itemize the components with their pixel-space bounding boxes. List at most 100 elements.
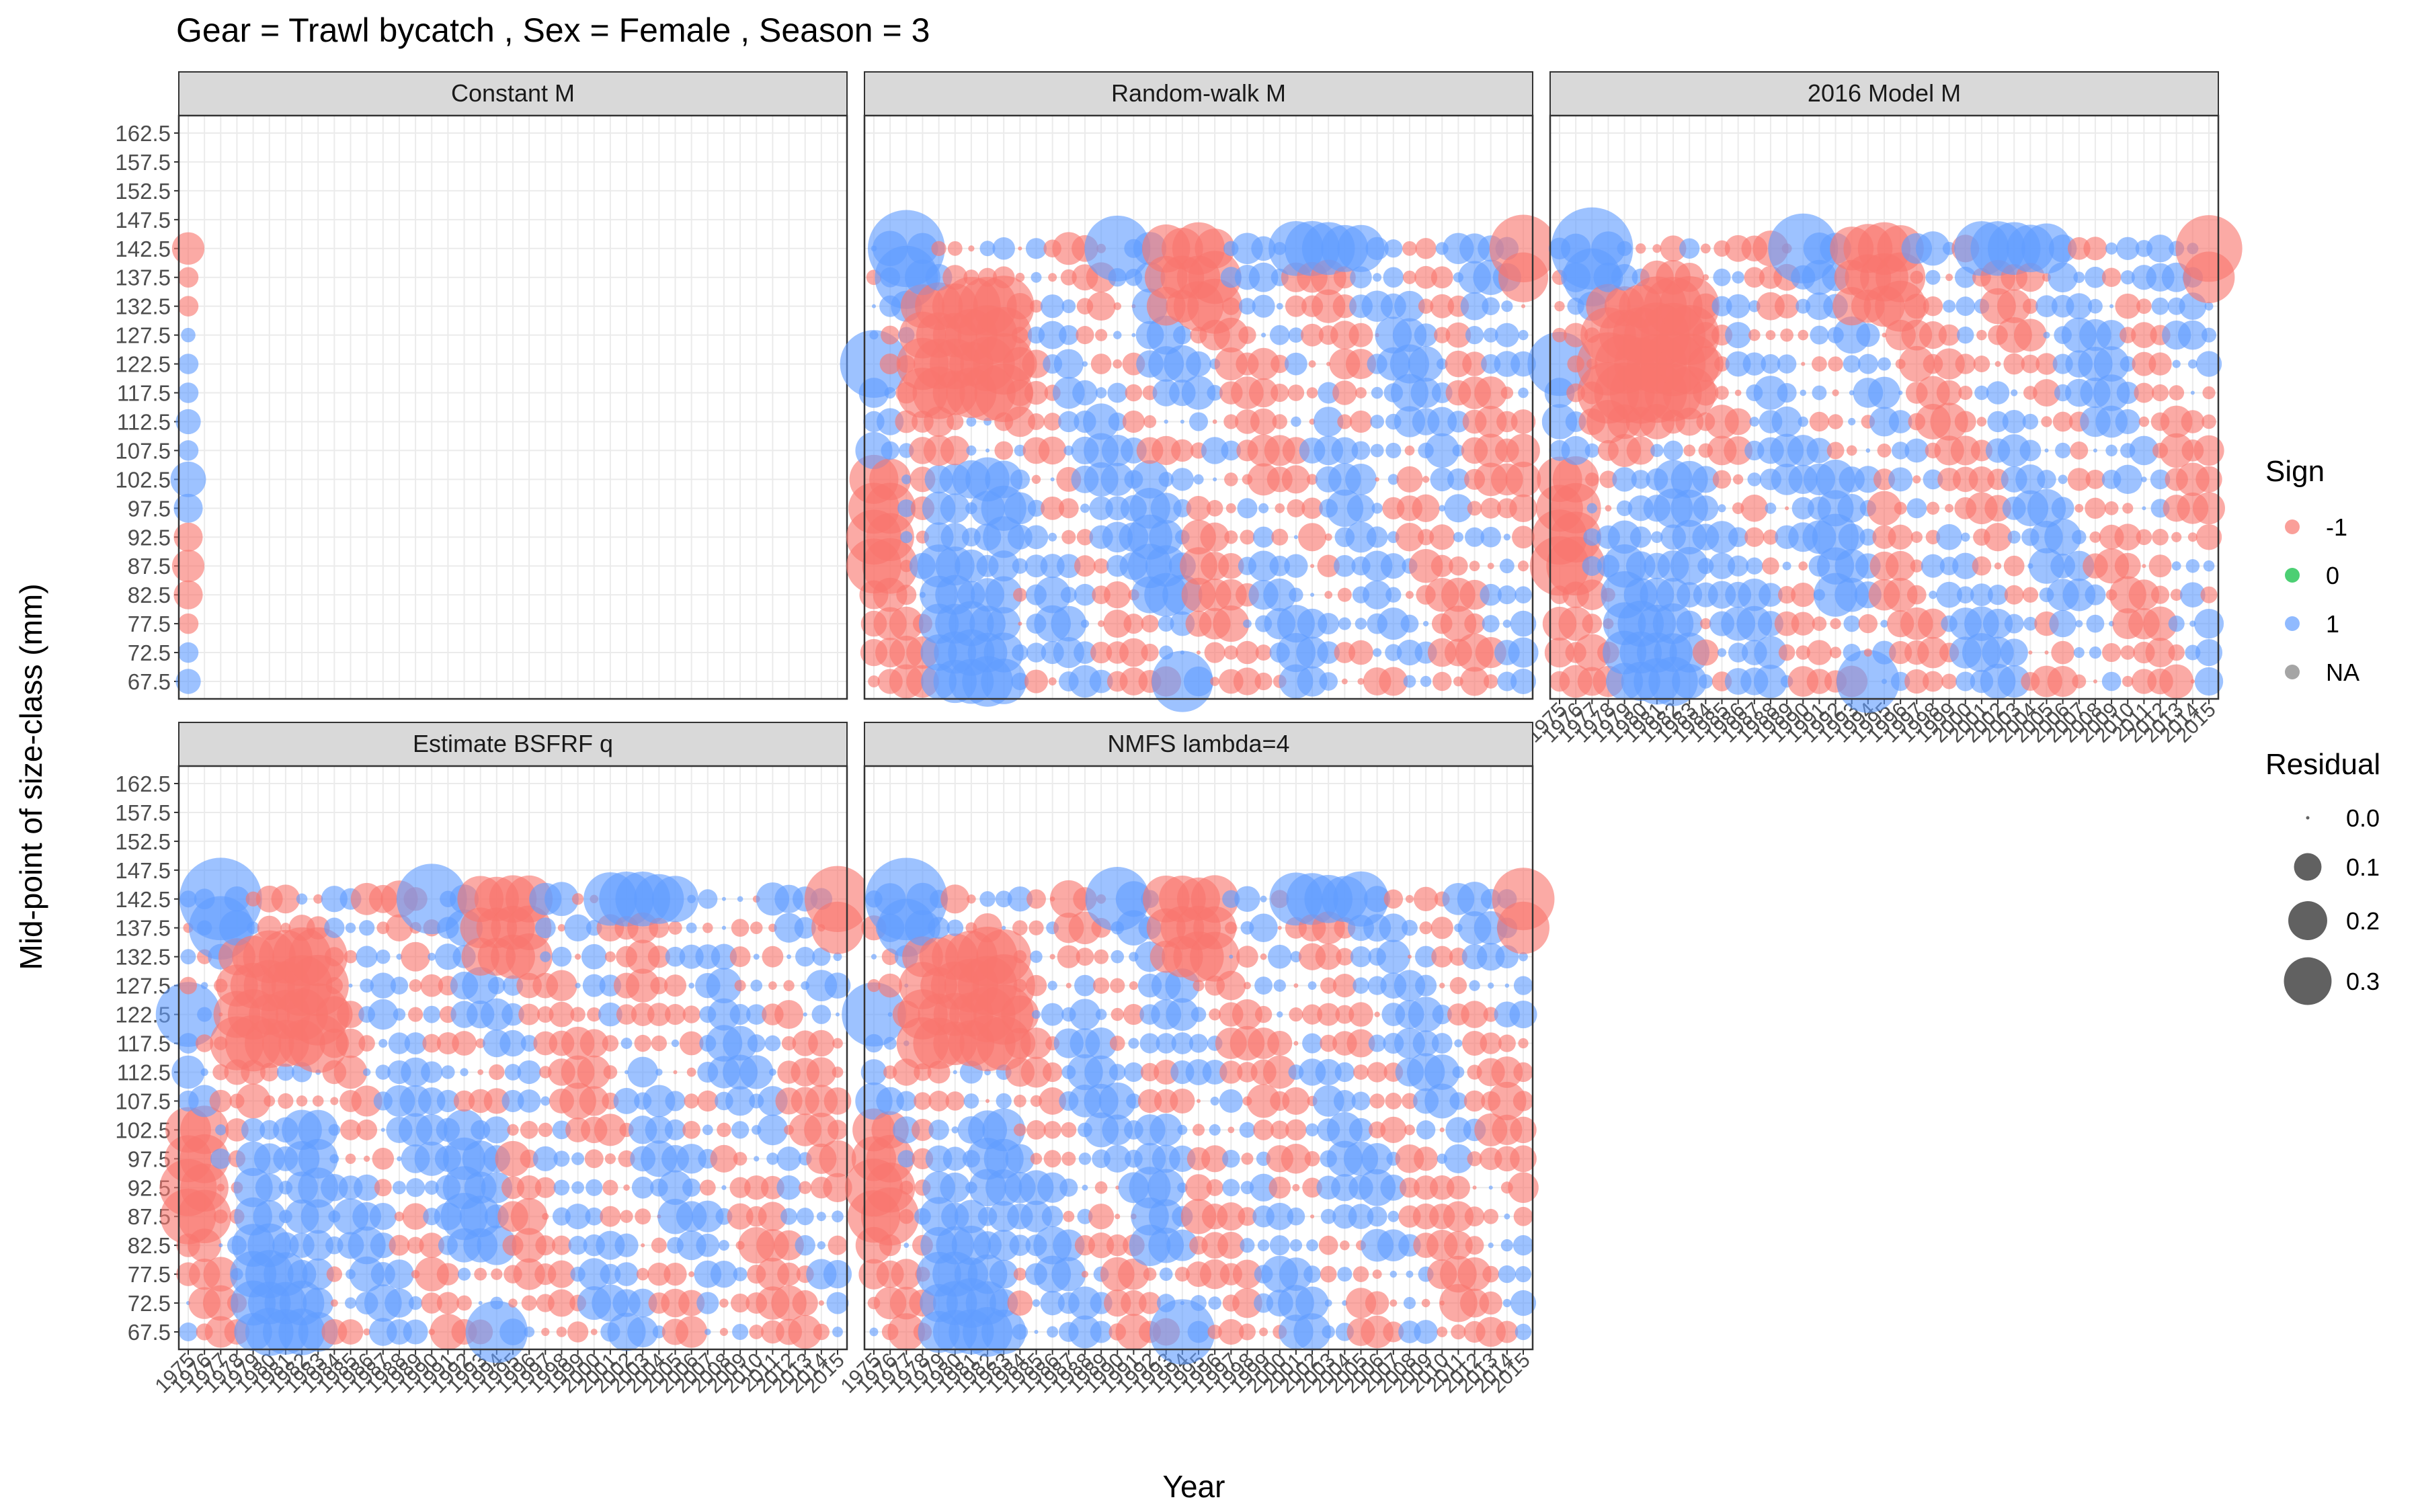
residual-point bbox=[1253, 1120, 1274, 1140]
residual-point bbox=[1519, 952, 1528, 962]
residual-point bbox=[833, 952, 842, 962]
residual-point bbox=[1650, 444, 1664, 458]
residual-point bbox=[2148, 554, 2172, 578]
residual-point bbox=[1452, 1066, 1465, 1079]
residual-point bbox=[436, 1089, 460, 1113]
residual-point bbox=[1293, 1313, 1331, 1351]
legend-residual-label: 0.2 bbox=[2346, 907, 2380, 935]
residual-point bbox=[474, 1267, 487, 1281]
residual-point bbox=[626, 968, 660, 1003]
residual-point bbox=[1936, 523, 1962, 550]
residual-point bbox=[380, 1128, 385, 1132]
residual-point bbox=[2141, 476, 2147, 482]
residual-point bbox=[177, 267, 199, 288]
residual-point bbox=[688, 982, 694, 989]
residual-point bbox=[2120, 270, 2135, 285]
residual-point bbox=[643, 1085, 676, 1118]
residual-point bbox=[1269, 555, 1291, 577]
residual-point bbox=[1923, 296, 1943, 317]
residual-point bbox=[1414, 1320, 1438, 1344]
residual-point bbox=[914, 1092, 932, 1110]
residual-point bbox=[1503, 534, 1510, 541]
residual-point bbox=[1113, 302, 1122, 310]
residual-point bbox=[1898, 345, 1935, 382]
residual-point bbox=[931, 241, 946, 256]
residual-point bbox=[1584, 443, 1599, 458]
residual-point bbox=[1826, 442, 1845, 460]
residual-point bbox=[992, 237, 1015, 260]
residual-point bbox=[1452, 444, 1465, 457]
residual-point bbox=[2019, 439, 2042, 462]
residual-point bbox=[2044, 518, 2082, 556]
residual-point bbox=[2142, 506, 2146, 511]
residual-point bbox=[710, 1144, 738, 1173]
residual-point bbox=[1058, 411, 1080, 433]
y-tick-label: 107.5 bbox=[115, 1089, 171, 1114]
residual-point bbox=[1434, 327, 1451, 343]
y-tick-label: 112.5 bbox=[117, 1060, 171, 1085]
residual-point bbox=[264, 1095, 276, 1107]
residual-point bbox=[697, 1090, 719, 1112]
residual-point bbox=[313, 894, 323, 904]
residual-point bbox=[483, 1116, 511, 1144]
residual-point bbox=[1616, 500, 1633, 517]
residual-point bbox=[328, 1124, 341, 1136]
residual-point bbox=[729, 1004, 751, 1025]
residual-point bbox=[1116, 910, 1152, 946]
residual-point bbox=[541, 1327, 550, 1337]
residual-point bbox=[1180, 1301, 1184, 1306]
residual-point bbox=[684, 1093, 699, 1109]
residual-point bbox=[1285, 1119, 1307, 1141]
residual-point bbox=[1708, 552, 1736, 579]
residual-point bbox=[1115, 1314, 1152, 1350]
residual-point bbox=[1765, 330, 1776, 341]
residual-point bbox=[1370, 415, 1384, 429]
residual-point bbox=[946, 413, 964, 431]
residual-point bbox=[2181, 410, 2205, 433]
residual-point bbox=[1636, 243, 1646, 254]
residual-point bbox=[1476, 1316, 1506, 1347]
residual-point bbox=[1201, 1145, 1229, 1173]
residual-point bbox=[1715, 386, 1729, 400]
residual-point bbox=[1170, 1088, 1195, 1114]
residual-point bbox=[536, 1006, 554, 1023]
residual-point bbox=[553, 1179, 570, 1196]
residual-point bbox=[1906, 585, 1927, 605]
facet-strip-label: 2016 Model M bbox=[1808, 79, 1961, 107]
residual-point bbox=[1031, 1010, 1041, 1019]
residual-point bbox=[1123, 614, 1144, 634]
residual-point bbox=[1289, 1007, 1303, 1022]
residual-point bbox=[1472, 1185, 1477, 1190]
residual-point bbox=[1544, 637, 1575, 668]
residual-point bbox=[1698, 674, 1713, 689]
residual-point bbox=[1293, 535, 1298, 540]
residual-point bbox=[1177, 1182, 1188, 1193]
residual-point bbox=[202, 1285, 239, 1321]
residual-point bbox=[1910, 270, 1924, 284]
residual-point bbox=[1774, 294, 1800, 319]
residual-point bbox=[1998, 665, 2031, 698]
residual-point bbox=[408, 1007, 424, 1022]
residual-point bbox=[360, 978, 374, 993]
residual-point bbox=[981, 659, 1027, 704]
residual-point bbox=[1013, 1095, 1026, 1107]
residual-point bbox=[1227, 1126, 1235, 1134]
residual-point bbox=[1059, 325, 1079, 345]
residual-point bbox=[1043, 413, 1061, 431]
residual-point bbox=[866, 1134, 914, 1183]
residual-point bbox=[1337, 587, 1352, 602]
residual-point bbox=[1791, 583, 1816, 607]
residual-point bbox=[951, 1126, 959, 1134]
residual-point bbox=[731, 1121, 750, 1139]
residual-point bbox=[335, 1028, 366, 1058]
residual-point bbox=[2058, 474, 2068, 485]
residual-point bbox=[719, 1327, 729, 1337]
residual-point bbox=[180, 949, 196, 965]
residual-point bbox=[1185, 1174, 1212, 1202]
residual-point bbox=[2145, 637, 2175, 668]
residual-point bbox=[1026, 642, 1047, 663]
residual-point bbox=[1234, 886, 1260, 913]
residual-point bbox=[1576, 579, 1608, 610]
residual-point bbox=[1829, 646, 1842, 659]
residual-point bbox=[1338, 617, 1351, 630]
